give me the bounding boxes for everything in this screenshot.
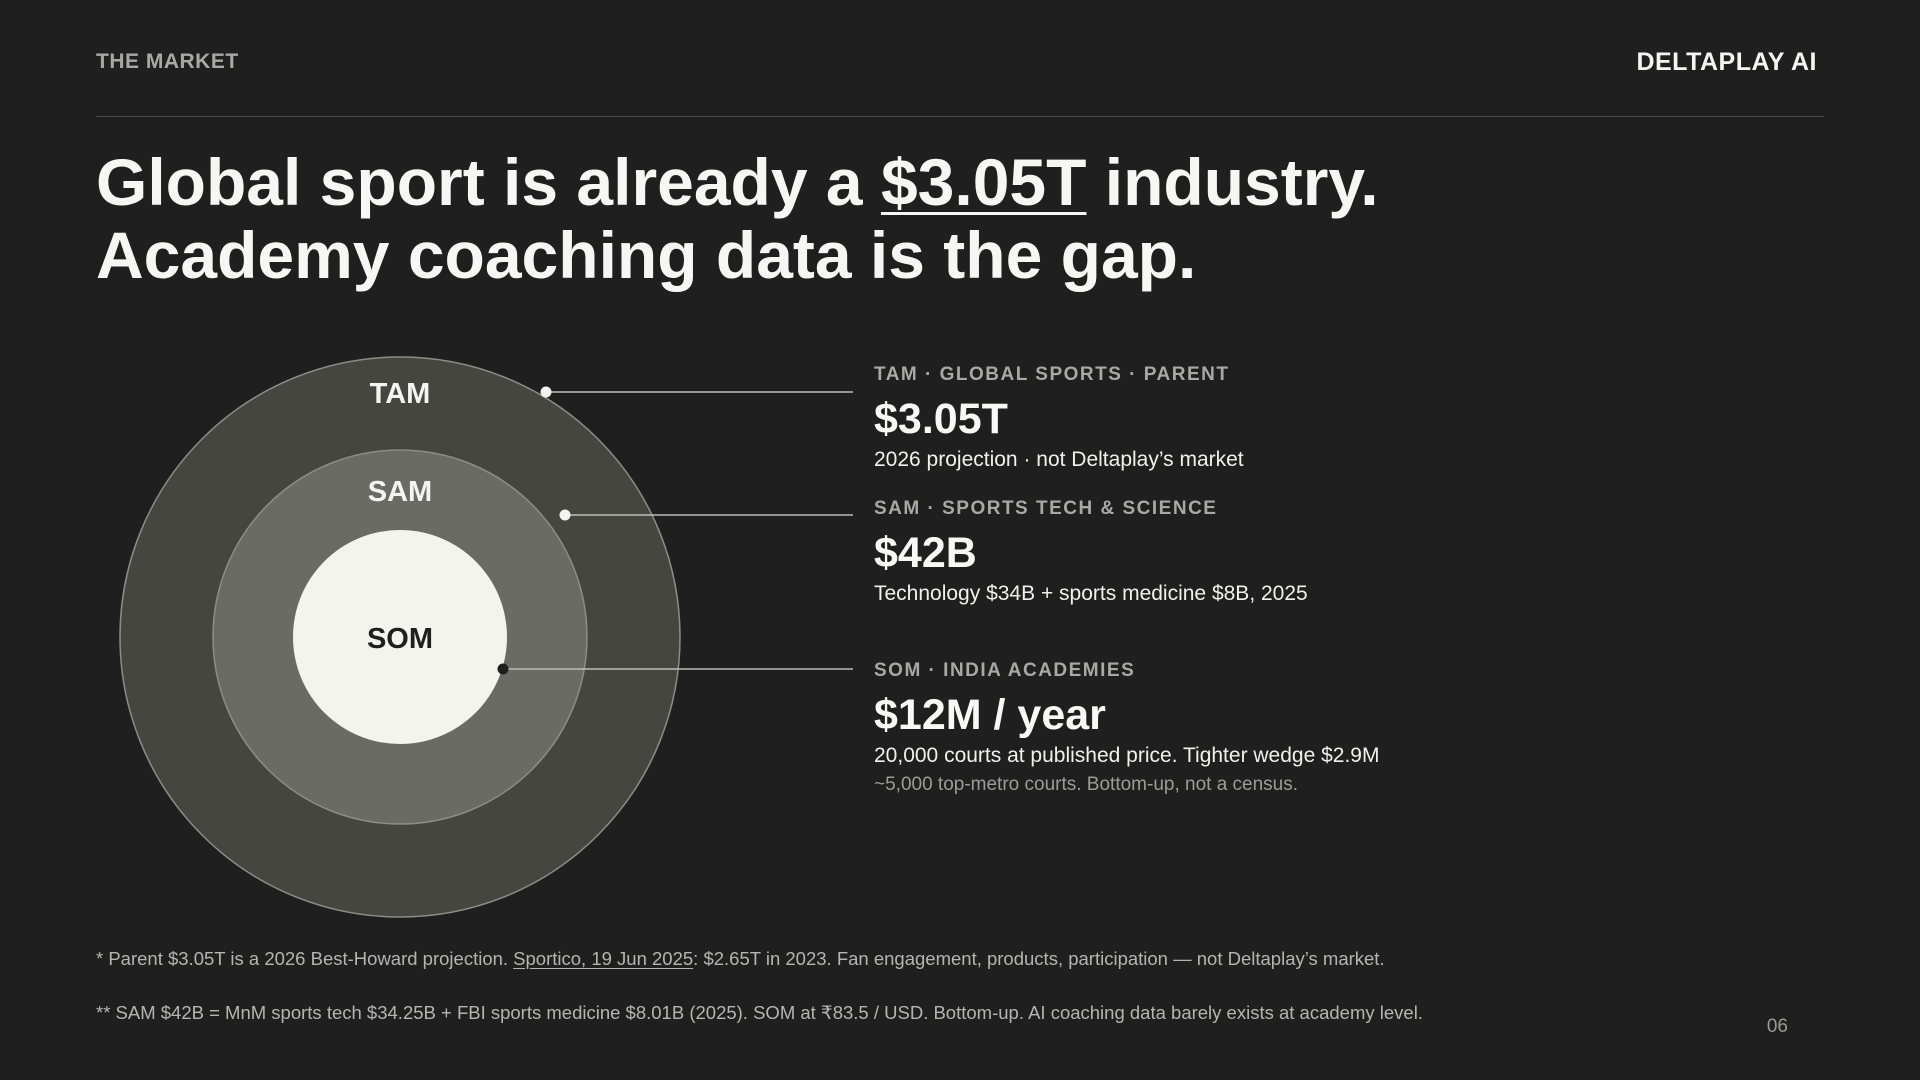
sam-segment: SAM · SPORTS TECH & SCIENCE $42B Technol… <box>874 498 1308 606</box>
footnote-1-text-end: : $2.65T in 2023. Fan engagement, produc… <box>693 948 1385 969</box>
title-line1-post: industry. <box>1086 145 1379 219</box>
page-number: 06 <box>1766 1016 1788 1037</box>
tam-ring-label: TAM <box>370 378 431 410</box>
title-line1-pre: Global sport is already a <box>96 145 881 219</box>
tam-eyebrow: TAM · GLOBAL SPORTS · PARENT <box>874 364 1230 385</box>
tam-description: 2026 projection · not Deltaplay’s market <box>874 448 1244 471</box>
som-description: 20,000 courts at published price. Tighte… <box>874 744 1380 767</box>
sportico-source-link[interactable]: Sportico, 19 Jun 2025 <box>513 948 694 969</box>
som-value: $12M / year <box>874 691 1106 739</box>
header-divider <box>96 116 1824 117</box>
som-leader-dot <box>497 663 509 675</box>
som-ring-label: SOM <box>367 623 433 655</box>
brand-logo-text: DELTAPLAY AI <box>1636 48 1817 76</box>
tam-leader-dot <box>540 386 552 398</box>
sam-leader-dot <box>559 509 571 521</box>
som-eyebrow: SOM · INDIA ACADEMIES <box>874 660 1136 681</box>
sam-description: Technology $34B + sports medicine $8B, 2… <box>874 582 1308 605</box>
footnote-1: * Parent $3.05T is a 2026 Best-Howard pr… <box>96 948 1385 970</box>
sam-ring-label: SAM <box>368 476 432 508</box>
tam-value: $3.05T <box>874 395 1008 443</box>
som-circle <box>293 530 507 744</box>
sam-eyebrow: SAM · SPORTS TECH & SCIENCE <box>874 498 1218 519</box>
footnote-2: ** SAM $42B = MnM sports tech $34.25B + … <box>96 1002 1423 1023</box>
footnote-1-text: * Parent $3.05T is a 2026 Best-Howard pr… <box>96 948 514 969</box>
title-highlight: $3.05T <box>880 145 1087 219</box>
section-label: THE MARKET <box>96 50 239 73</box>
sam-value: $42B <box>874 529 977 577</box>
title-line2: Academy coaching data is the gap. <box>96 218 1197 292</box>
som-segment: SOM · INDIA ACADEMIES $12M / year 20,000… <box>874 660 1379 796</box>
page-title: Global sport is already a $3.05T industr… <box>96 146 1379 292</box>
tam-segment: TAM · GLOBAL SPORTS · PARENT $3.05T 2026… <box>874 364 1244 472</box>
som-note: ~5,000 top-metro courts. Bottom-up, not … <box>874 774 1299 795</box>
